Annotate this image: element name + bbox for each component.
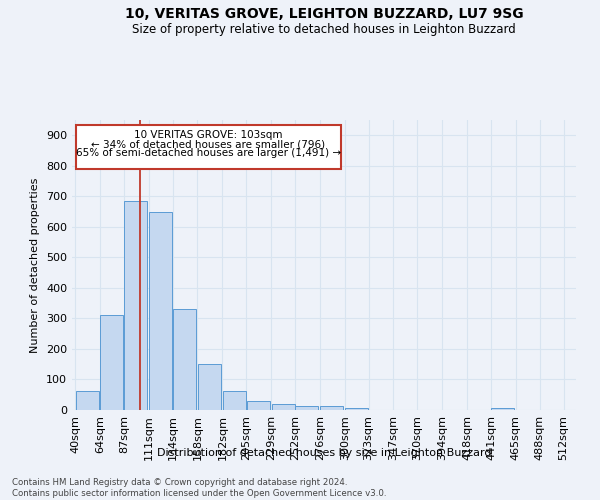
Bar	[295, 406, 319, 410]
Bar	[100, 316, 124, 410]
Text: ← 34% of detached houses are smaller (796): ← 34% of detached houses are smaller (79…	[91, 139, 325, 149]
Bar	[149, 212, 172, 410]
Bar	[76, 391, 98, 410]
Bar	[320, 406, 343, 410]
Y-axis label: Number of detached properties: Number of detached properties	[31, 178, 40, 352]
Bar	[345, 408, 368, 410]
Bar	[491, 408, 514, 410]
FancyBboxPatch shape	[76, 124, 341, 169]
Bar	[124, 201, 147, 410]
Text: Contains HM Land Registry data © Crown copyright and database right 2024.
Contai: Contains HM Land Registry data © Crown c…	[12, 478, 386, 498]
Bar	[173, 310, 196, 410]
Text: 10, VERITAS GROVE, LEIGHTON BUZZARD, LU7 9SG: 10, VERITAS GROVE, LEIGHTON BUZZARD, LU7…	[125, 8, 523, 22]
Text: 65% of semi-detached houses are larger (1,491) →: 65% of semi-detached houses are larger (…	[76, 148, 341, 158]
Bar	[272, 404, 295, 410]
Text: 10 VERITAS GROVE: 103sqm: 10 VERITAS GROVE: 103sqm	[134, 130, 283, 140]
Bar	[223, 391, 246, 410]
Text: Size of property relative to detached houses in Leighton Buzzard: Size of property relative to detached ho…	[132, 22, 516, 36]
Text: Distribution of detached houses by size in Leighton Buzzard: Distribution of detached houses by size …	[157, 448, 491, 458]
Bar	[198, 364, 221, 410]
Bar	[247, 401, 269, 410]
